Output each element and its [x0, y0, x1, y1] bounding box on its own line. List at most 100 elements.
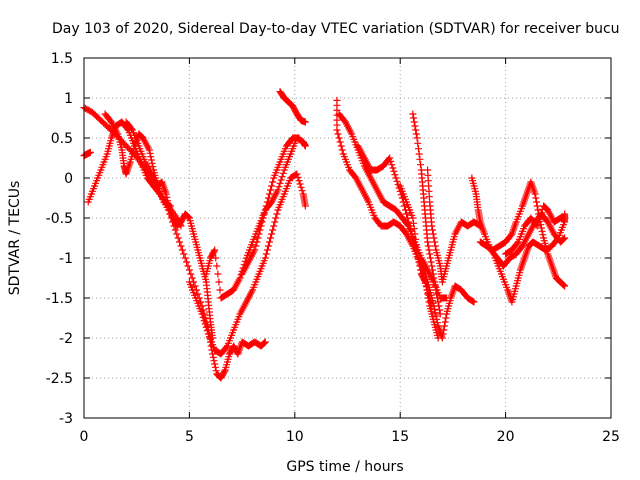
- data-point: [260, 210, 268, 218]
- x-tick-label: 15: [391, 429, 409, 445]
- data-point: [410, 219, 418, 227]
- data-point: [166, 202, 174, 210]
- data-point: [148, 159, 156, 167]
- data-point: [127, 125, 135, 133]
- data-point: [211, 246, 219, 254]
- y-tick-label: -1.5: [46, 291, 73, 307]
- data-point: [559, 235, 567, 243]
- x-tick-label: 20: [497, 429, 515, 445]
- data-point: [251, 246, 259, 254]
- data-point: [440, 322, 448, 330]
- data-point: [536, 212, 544, 220]
- data-point: [533, 222, 541, 230]
- data-point: [211, 363, 219, 371]
- data-point: [86, 148, 94, 156]
- data-point: [427, 258, 435, 266]
- grid-layer: [84, 58, 611, 418]
- data-point: [416, 155, 424, 163]
- data-point: [469, 297, 477, 305]
- data-point: [411, 122, 419, 130]
- data-point: [533, 202, 541, 210]
- data-point: [202, 323, 210, 331]
- series-track-h: [238, 134, 303, 278]
- series-track-g: [202, 134, 309, 302]
- data-point: [209, 350, 217, 358]
- series-track-j: [333, 96, 478, 342]
- data-point: [221, 367, 229, 375]
- data-point: [236, 274, 244, 282]
- data-point: [263, 198, 271, 206]
- data-point: [424, 290, 432, 298]
- series-track-d: [101, 110, 217, 342]
- data-point: [294, 173, 302, 181]
- data-point: [421, 278, 429, 286]
- data-point: [268, 230, 276, 238]
- data-point: [298, 187, 306, 195]
- data-point: [147, 156, 155, 164]
- data-point: [532, 194, 540, 202]
- data-point: [539, 231, 547, 239]
- data-point: [417, 266, 425, 274]
- data-point: [199, 313, 207, 321]
- data-point: [410, 114, 418, 122]
- data-point: [181, 254, 189, 262]
- data-point: [561, 234, 569, 242]
- data-point: [392, 174, 400, 182]
- data-point: [430, 274, 438, 282]
- data-point: [534, 219, 542, 227]
- data-point: [414, 145, 422, 153]
- data-point: [534, 206, 542, 214]
- data-point: [431, 238, 439, 246]
- data-point: [531, 190, 539, 198]
- series-track-i: [276, 88, 309, 126]
- data-point: [403, 210, 411, 218]
- data-point: [429, 266, 437, 274]
- data-point: [410, 225, 418, 233]
- data-point: [256, 226, 264, 234]
- data-point: [176, 238, 184, 246]
- data-point: [390, 167, 398, 175]
- data-point: [266, 238, 274, 246]
- data-point: [295, 177, 303, 185]
- data-point: [295, 134, 303, 142]
- data-point: [184, 213, 192, 221]
- data-point: [146, 149, 154, 157]
- data-point: [149, 163, 157, 171]
- data-point: [178, 246, 186, 254]
- data-point: [260, 339, 268, 347]
- data-point: [426, 250, 434, 258]
- data-point: [415, 258, 423, 266]
- data-point: [417, 161, 425, 169]
- data-point: [185, 266, 193, 274]
- data-point: [443, 294, 451, 302]
- data-point: [214, 270, 222, 278]
- data-point: [533, 198, 541, 206]
- y-axis-label: SDTVAR / TECUs: [7, 181, 23, 296]
- data-point: [210, 247, 218, 255]
- data-point: [422, 282, 430, 290]
- data-point: [412, 235, 420, 243]
- data-point: [191, 282, 199, 290]
- data-point: [271, 218, 279, 226]
- y-tick-label: -2.5: [46, 371, 73, 387]
- data-point: [215, 278, 223, 286]
- data-point: [513, 239, 521, 247]
- data-point: [336, 138, 344, 146]
- data-point: [147, 153, 155, 161]
- data-point: [269, 178, 277, 186]
- chart-title: Day 103 of 2020, Sidereal Day-to-day VTE…: [52, 21, 620, 37]
- data-point: [261, 254, 269, 262]
- data-point: [391, 171, 399, 179]
- y-tick-label: -3: [59, 411, 73, 427]
- data-point: [262, 202, 270, 210]
- data-point: [416, 262, 424, 270]
- data-point: [388, 161, 396, 169]
- data-point: [268, 182, 276, 190]
- data-point: [338, 146, 346, 154]
- data-point: [429, 270, 437, 278]
- series-track-m: [396, 182, 442, 342]
- data-point: [432, 286, 440, 294]
- data-point: [436, 306, 444, 314]
- data-point: [263, 246, 271, 254]
- data-point: [261, 206, 269, 214]
